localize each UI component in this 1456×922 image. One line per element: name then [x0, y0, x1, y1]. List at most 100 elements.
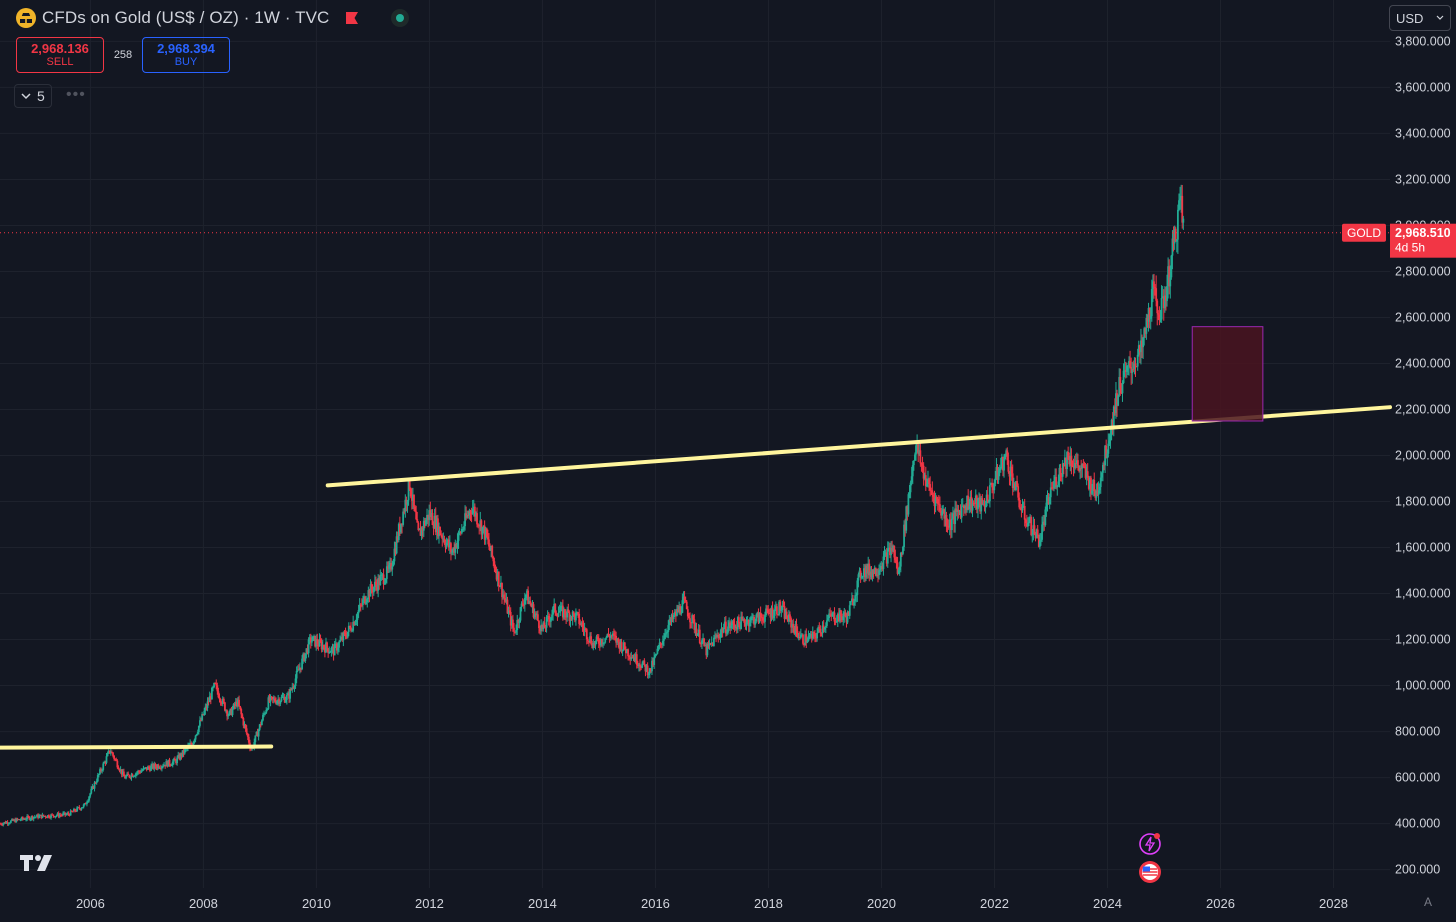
candle: [557, 606, 560, 618]
candle-body: [1095, 490, 1098, 498]
candle-body: [848, 605, 851, 616]
price-axis-label: 1,600.000: [1395, 541, 1451, 555]
candle: [1111, 412, 1114, 435]
candle-body: [777, 614, 779, 616]
candle: [1132, 360, 1135, 372]
candle: [1116, 389, 1118, 417]
price-axis-label: 2,800.000: [1395, 264, 1451, 278]
gold-symbol-icon[interactable]: [16, 8, 36, 28]
flag-icon[interactable]: [345, 11, 359, 25]
tradingview-logo-icon[interactable]: [20, 853, 56, 873]
time-axis-label: 2016: [641, 896, 670, 911]
candle-body: [375, 581, 377, 585]
candle: [843, 607, 846, 623]
candle-body: [1030, 517, 1033, 535]
candle-body: [320, 641, 323, 650]
more-options-button[interactable]: •••: [66, 86, 86, 103]
candle-body: [88, 796, 91, 801]
candle: [799, 628, 802, 639]
candle: [291, 682, 294, 693]
candle-body: [507, 610, 510, 614]
lightning-event-icon[interactable]: [1138, 832, 1162, 856]
candle: [881, 562, 884, 572]
candle-body: [939, 504, 941, 511]
buy-button[interactable]: 2,968.394 BUY: [142, 37, 230, 73]
candle-body: [216, 685, 219, 692]
time-axis-label: 2012: [415, 896, 444, 911]
currency-select[interactable]: USD: [1389, 5, 1451, 31]
candle: [590, 631, 593, 646]
candle-body: [1047, 497, 1050, 504]
candle-body: [628, 656, 631, 658]
candle-body: [523, 598, 526, 605]
candle: [40, 814, 43, 820]
candle: [321, 639, 324, 653]
candle-body: [1104, 445, 1106, 466]
candle: [533, 608, 536, 620]
candle-body: [924, 475, 927, 487]
candle: [504, 592, 507, 603]
candle-body: [1022, 505, 1025, 507]
candle-body: [979, 497, 982, 512]
auto-scale-button[interactable]: A: [1423, 895, 1432, 909]
candle: [334, 638, 337, 649]
candle: [616, 638, 619, 646]
candle-body: [39, 814, 42, 816]
candle: [551, 609, 553, 621]
candle: [511, 614, 514, 632]
price-axis-label: 600.000: [1395, 771, 1440, 785]
candle-body: [332, 646, 335, 656]
candle: [695, 622, 698, 638]
candle: [982, 500, 985, 506]
candle: [309, 633, 312, 649]
candle-body: [529, 601, 532, 604]
candle: [391, 560, 394, 576]
candle: [1180, 184, 1183, 213]
candle-body: [605, 637, 608, 639]
sell-button[interactable]: 2,968.136 SELL: [16, 37, 104, 73]
time-axis-label: 2022: [980, 896, 1009, 911]
candle: [158, 766, 161, 769]
candle: [33, 814, 36, 819]
candle-body: [360, 604, 363, 606]
candle: [56, 812, 59, 817]
candle: [1018, 492, 1021, 510]
candle-body: [555, 613, 558, 615]
us-economic-event-icon[interactable]: [1138, 860, 1162, 884]
candle-body: [12, 819, 14, 821]
candle: [178, 752, 181, 761]
candle-body: [603, 642, 606, 644]
candle: [732, 618, 735, 630]
candle: [736, 616, 739, 634]
candle: [11, 818, 13, 822]
candle-body: [837, 613, 840, 621]
candle-body: [702, 638, 704, 641]
candle: [431, 509, 434, 526]
candle-body: [621, 649, 624, 652]
spread-value: 258: [113, 49, 133, 61]
candle: [522, 599, 525, 609]
candle-body: [420, 527, 423, 536]
indicators-collapse-button[interactable]: 5: [14, 84, 52, 108]
candle: [508, 604, 511, 615]
candle-body: [294, 678, 297, 686]
candle: [983, 498, 986, 512]
candle-body: [1061, 463, 1064, 477]
candle: [634, 652, 637, 664]
candle-body: [0, 823, 2, 825]
candle-body: [394, 548, 397, 554]
candle: [517, 618, 520, 629]
candle-body: [783, 606, 786, 619]
candle-body: [977, 500, 979, 510]
candle: [388, 560, 390, 573]
market-status-icon[interactable]: [391, 9, 410, 27]
candle-body: [354, 621, 357, 626]
symbol-title[interactable]: CFDs on Gold (US$ / OZ) · 1W · TVC: [42, 8, 330, 27]
candle-body: [177, 754, 180, 758]
candle: [271, 696, 274, 704]
candle: [821, 621, 824, 638]
candle-body: [325, 642, 327, 653]
candle: [1163, 286, 1166, 313]
candle: [943, 508, 946, 527]
